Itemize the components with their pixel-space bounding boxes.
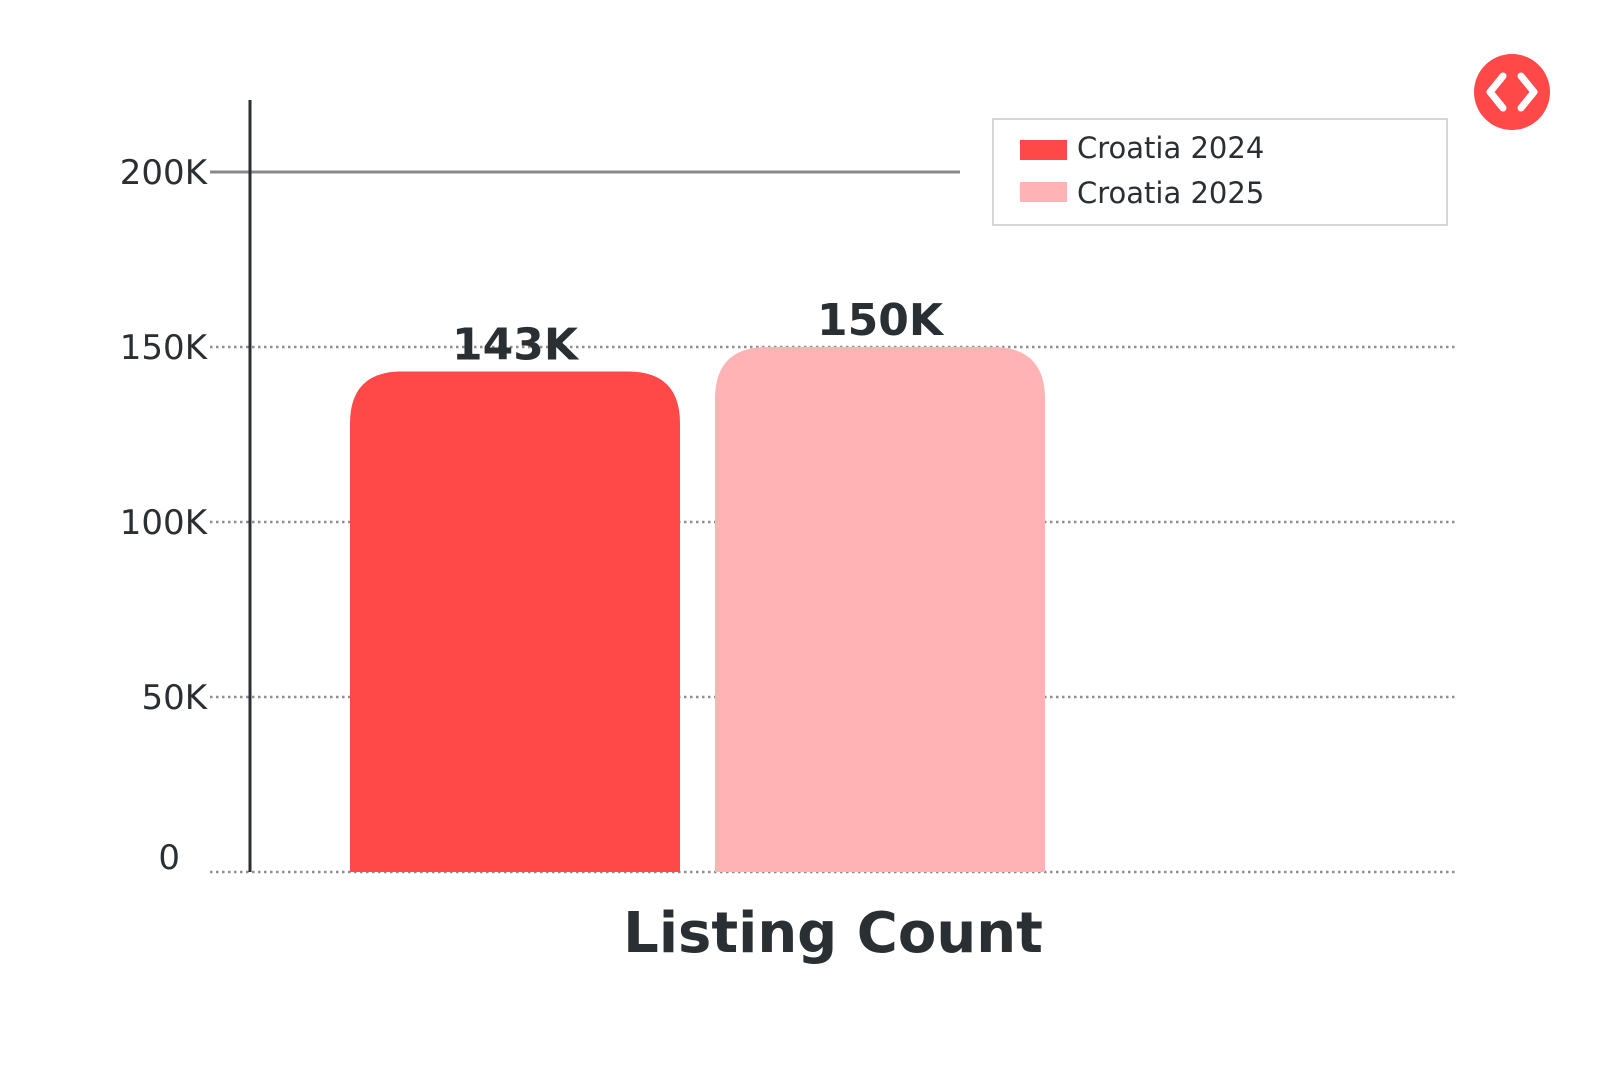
bar-value-label: 150K [817,295,945,346]
bars [350,347,1045,872]
bar-croatia-2025 [715,347,1045,872]
legend: Croatia 2024 Croatia 2025 [992,118,1448,226]
y-tick-label: 200K [120,153,209,193]
legend-swatch-2025 [1020,182,1067,202]
bar-croatia-2024 [350,371,680,872]
y-tick-label: 150K [120,328,209,368]
y-axis-ticks: 0 50K 100K 150K 200K [120,153,209,878]
logo [1474,54,1550,130]
y-tick-label: 100K [120,503,209,543]
x-axis-title: Listing Count [623,901,1043,966]
grid-lines [210,170,1455,874]
legend-swatch-2024 [1020,140,1067,160]
legend-label-2025: Croatia 2025 [1077,176,1264,210]
legend-label-2024: Croatia 2024 [1077,131,1264,165]
y-tick-label: 0 [158,838,180,878]
code-brackets-icon [1486,72,1538,112]
bar-value-label: 143K [452,320,580,371]
legend-box [992,118,1448,226]
value-labels: 143K 150K [452,295,945,371]
logo-badge [1474,54,1550,130]
y-tick-label: 50K [141,678,208,718]
